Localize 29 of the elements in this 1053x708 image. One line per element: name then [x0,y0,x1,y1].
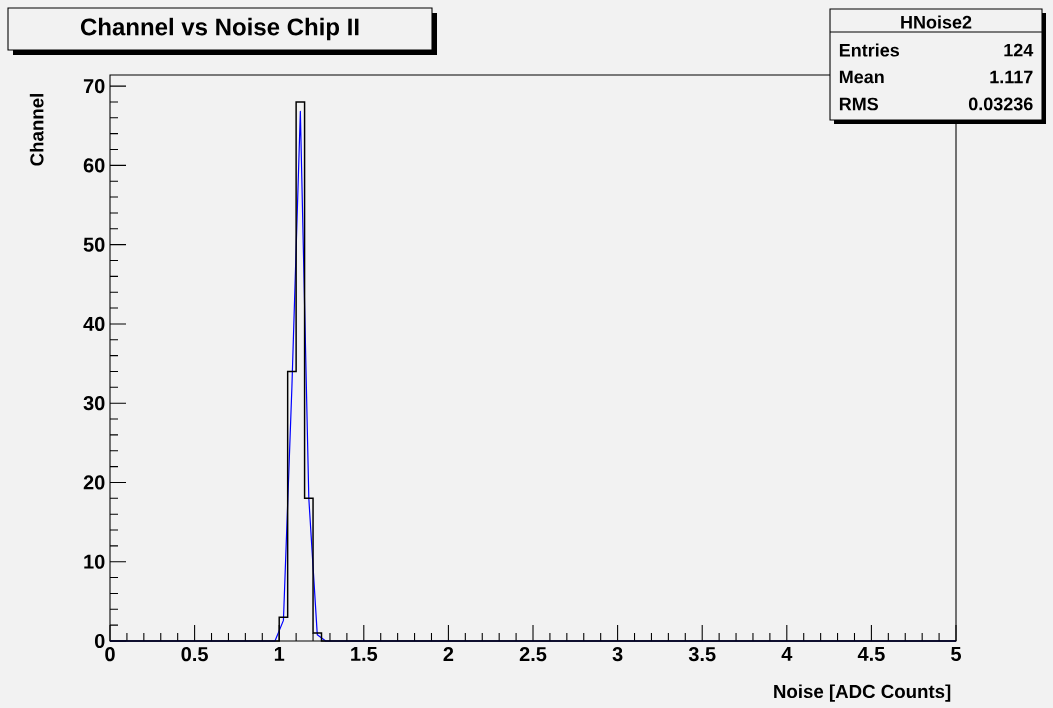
y-tick-label: 30 [83,396,105,411]
y-tick-label: 50 [83,237,105,252]
annotation: RMS [839,97,879,111]
annotation: Mean [839,70,884,84]
y-tick-label: 0 [94,633,105,649]
text: Entries [839,43,900,57]
x-tick-label: 5 [951,647,962,661]
x-tick-label: 0.5 [181,647,208,662]
x-tick-label: 3.5 [688,647,716,662]
text: 0.03236 [968,97,1033,111]
y-tick-label: 10 [84,554,105,569]
y-axis-title: Channel [29,94,44,166]
x-tick-label: 2.5 [519,647,547,662]
text: 1.117 [990,70,1033,84]
x-axis-title: Noise [ADC Counts] [774,684,951,702]
x-tick-label: 4.5 [857,647,885,661]
x-tick-label: 3 [612,647,623,662]
x-tick-label: 1.5 [351,647,378,661]
text: 124 [1004,43,1034,57]
y-tick-label: 60 [83,158,105,173]
y-tick-label: 20 [83,475,105,490]
x-tick-label: 2 [443,647,454,662]
x-tick-label: 4 [781,647,793,661]
x-tick-label: 1 [274,647,285,661]
y-tick-label: 40 [83,316,105,331]
y-tick-label: 70 [83,79,105,94]
text: HNoise2 [901,15,972,29]
x-tick-label: 0 [105,647,115,662]
chart-title: Channel vs Noise Chip II [80,17,359,41]
